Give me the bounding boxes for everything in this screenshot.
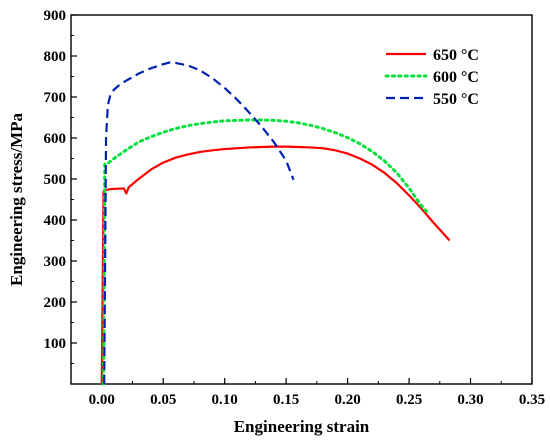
x-tick-label: 0.25 xyxy=(396,392,422,408)
series-layer xyxy=(100,61,451,386)
y-tick-label: 300 xyxy=(44,254,67,270)
y-tick-label: 500 xyxy=(44,172,67,188)
x-axis-ticks: 0.00 0.05 0.10 0.15 0.20 0.25 0.30 0.35 xyxy=(70,378,545,408)
y-tick-label: 100 xyxy=(44,336,67,352)
y-tick-label: 900 xyxy=(44,8,67,24)
x-tick-label: 0.35 xyxy=(519,392,545,408)
legend: 650 °C 600 °C 550 °C xyxy=(384,47,479,108)
y-axis-ticks: 100 200 300 400 500 600 700 800 900 xyxy=(44,8,77,364)
series-line-3 xyxy=(103,61,295,385)
x-tick-label: 0.30 xyxy=(457,392,483,408)
x-tick-label: 0.20 xyxy=(334,392,360,408)
x-tick-label: 0.05 xyxy=(150,392,176,408)
x-tick-label: 0.10 xyxy=(212,392,238,408)
y-tick-label: 700 xyxy=(44,90,67,106)
y-axis-title: Engineering stress/MPa xyxy=(7,113,26,286)
y-tick-label: 800 xyxy=(44,49,67,65)
x-axis-title: Engineering strain xyxy=(234,417,370,436)
legend-label-3: 550 °C xyxy=(433,91,479,108)
legend-label-1: 650 °C xyxy=(433,47,479,64)
y-tick-label: 400 xyxy=(44,213,67,229)
series-line-1 xyxy=(100,145,451,385)
x-tick-label: 0.00 xyxy=(89,392,115,408)
y-tick-label: 600 xyxy=(44,131,67,147)
series-line-2 xyxy=(102,118,430,386)
legend-label-2: 600 °C xyxy=(433,69,479,86)
y-tick-label: 200 xyxy=(44,295,67,311)
x-tick-label: 0.15 xyxy=(273,392,299,408)
